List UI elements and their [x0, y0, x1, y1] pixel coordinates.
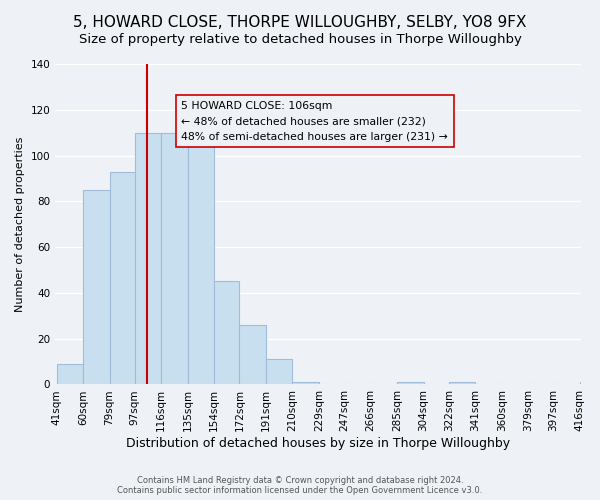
Text: Contains HM Land Registry data © Crown copyright and database right 2024.
Contai: Contains HM Land Registry data © Crown c…: [118, 476, 482, 495]
Bar: [214, 282, 239, 385]
Bar: [397, 382, 424, 384]
Bar: [580, 382, 600, 384]
Bar: [161, 132, 188, 384]
X-axis label: Distribution of detached houses by size in Thorpe Willoughby: Distribution of detached houses by size …: [126, 437, 510, 450]
Bar: [292, 382, 319, 384]
Bar: [449, 382, 475, 384]
Bar: [56, 364, 83, 384]
Text: 5 HOWARD CLOSE: 106sqm
← 48% of detached houses are smaller (232)
48% of semi-de: 5 HOWARD CLOSE: 106sqm ← 48% of detached…: [181, 101, 448, 142]
Bar: [83, 190, 110, 384]
Text: Size of property relative to detached houses in Thorpe Willoughby: Size of property relative to detached ho…: [79, 32, 521, 46]
Bar: [110, 172, 135, 384]
Bar: [239, 325, 266, 384]
Text: 5, HOWARD CLOSE, THORPE WILLOUGHBY, SELBY, YO8 9FX: 5, HOWARD CLOSE, THORPE WILLOUGHBY, SELB…: [73, 15, 527, 30]
Y-axis label: Number of detached properties: Number of detached properties: [15, 136, 25, 312]
Bar: [188, 135, 214, 384]
Bar: [135, 132, 161, 384]
Bar: [266, 360, 292, 384]
